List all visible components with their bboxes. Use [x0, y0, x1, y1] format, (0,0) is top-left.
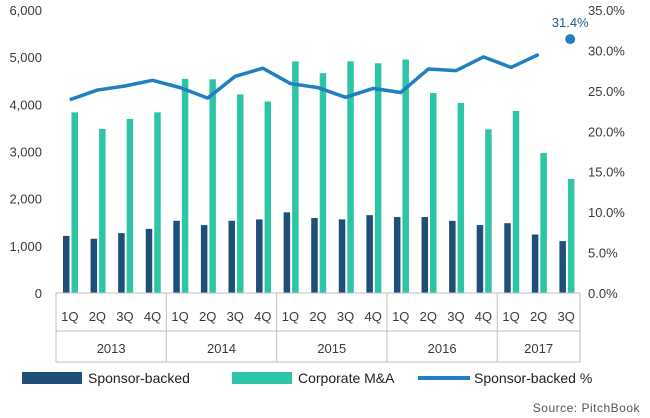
left-axis: 0 1,000 2,000 3,000 4,000 5,000 6,000 — [9, 3, 42, 301]
y-left-tick-label: 0 — [35, 286, 42, 301]
x-tick-label: 3Q — [116, 309, 133, 324]
x-tick-label: 4Q — [475, 309, 492, 324]
y-right-tick-label: 30.0% — [588, 43, 625, 58]
x-tick-label: 2Q — [199, 309, 216, 324]
legend-swatch-corporate-ma — [232, 372, 292, 384]
bar-sponsor-backed — [366, 215, 373, 293]
bar-sponsor-backed — [338, 219, 346, 293]
bar-corporate-ma — [126, 118, 134, 293]
y-right-tick-label: 15.0% — [588, 165, 625, 180]
bar-sponsor-backed — [228, 220, 235, 293]
x-tick-label: 1Q — [282, 309, 299, 324]
y-left-tick-label: 5,000 — [9, 50, 42, 65]
y-left-tick-label: 3,000 — [9, 145, 42, 160]
bar-corporate-ma — [236, 94, 244, 293]
bar-corporate-ma — [99, 128, 106, 293]
y-right-tick-label: 0.0% — [588, 286, 618, 301]
x-tick-label: 1Q — [502, 309, 519, 324]
x-tick-label: 1Q — [392, 309, 409, 324]
bar-corporate-ma — [430, 93, 437, 293]
bar-corporate-ma — [71, 112, 78, 293]
legend-label-sponsor-backed-pct: Sponsor-backed % — [474, 370, 592, 386]
bar-sponsor-backed — [476, 225, 484, 293]
bar-corporate-ma — [567, 178, 575, 293]
y-right-tick-label: 20.0% — [588, 124, 625, 139]
x-year-label: 2017 — [524, 341, 553, 356]
bar-sponsor-backed — [256, 219, 263, 293]
y-right-tick-label: 25.0% — [588, 84, 625, 99]
bar-corporate-ma — [457, 102, 465, 293]
bar-sponsor-backed — [531, 234, 539, 293]
bar-corporate-ma — [374, 63, 382, 293]
x-axis: 1Q 2Q 3Q 4Q 1Q 2Q 3Q 4Q 1Q 2Q 3Q 4Q 1Q 2Q 3Q 4Q 1Q 2Q 3Q 20… — [55, 292, 581, 363]
bar-sponsor-backed — [173, 220, 180, 293]
bar-sponsor-backed — [449, 220, 456, 293]
bar-sponsor-backed — [559, 241, 566, 293]
y-left-tick-label: 2,000 — [9, 192, 42, 207]
x-tick-label: 1Q — [61, 309, 78, 324]
y-left-tick-label: 4,000 — [9, 97, 42, 112]
bar-corporate-ma — [264, 101, 272, 294]
y-left-tick-label: 1,000 — [9, 239, 42, 254]
y-left-tick-label: 6,000 — [9, 3, 42, 18]
x-tick-label: 4Q — [254, 309, 271, 324]
x-tick-label: 2Q — [420, 309, 437, 324]
bar-corporate-ma — [540, 152, 547, 293]
x-tick-label: 3Q — [447, 309, 464, 324]
line-sponsor-backed-pct — [69, 52, 540, 102]
x-year-label: 2016 — [428, 341, 457, 356]
bar-sponsor-backed — [118, 233, 125, 293]
y-right-tick-label: 5.0% — [588, 246, 618, 261]
bar-corporate-ma — [402, 59, 409, 294]
marker-sponsor-backed-pct-last — [565, 34, 576, 45]
legend-label-sponsor-backed: Sponsor-backed — [88, 370, 190, 386]
bar-sponsor-backed — [421, 217, 429, 293]
x-tick-label: 1Q — [171, 309, 188, 324]
legend-swatch-sponsor-backed — [22, 372, 82, 384]
y-right-tick-label: 35.0% — [588, 3, 625, 18]
bar-sponsor-backed — [311, 218, 318, 293]
annotation-last-value: 31.4% — [552, 15, 589, 30]
x-tick-label: 3Q — [227, 309, 244, 324]
x-tick-label: 3Q — [558, 309, 575, 324]
bar-corporate-ma — [154, 112, 161, 293]
bars — [63, 59, 575, 294]
x-tick-label: 3Q — [337, 309, 354, 324]
bar-sponsor-backed — [393, 217, 401, 293]
x-tick-label: 4Q — [364, 309, 381, 324]
bar-corporate-ma — [485, 129, 492, 293]
bar-sponsor-backed — [90, 238, 98, 293]
x-tick-label: 2Q — [309, 309, 326, 324]
bar-sponsor-backed — [283, 212, 291, 293]
x-tick-label: 2Q — [89, 309, 106, 324]
right-axis: 0.0% 5.0% 10.0% 15.0% 20.0% 25.0% 30.0% 35.0% — [588, 3, 625, 301]
bar-sponsor-backed — [504, 223, 511, 293]
bar-sponsor-backed — [63, 235, 70, 293]
x-year-label: 2014 — [207, 341, 236, 356]
x-year-label: 2015 — [317, 341, 346, 356]
bar-corporate-ma — [319, 73, 327, 293]
bar-corporate-ma — [347, 61, 354, 293]
bar-corporate-ma — [181, 78, 189, 293]
legend: Sponsor-backed Corporate M&A Sponsor-bac… — [22, 370, 592, 386]
bar-sponsor-backed — [145, 228, 153, 293]
x-year-label: 2013 — [97, 341, 126, 356]
source-text: Source: PitchBook — [533, 401, 641, 415]
line-series: 31.4% — [69, 15, 589, 102]
legend-label-corporate-ma: Corporate M&A — [298, 370, 395, 386]
bar-corporate-ma — [292, 61, 299, 293]
bar-corporate-ma — [209, 79, 216, 294]
x-tick-label: 4Q — [144, 309, 161, 324]
y-right-tick-label: 10.0% — [588, 205, 625, 220]
bar-sponsor-backed — [200, 225, 208, 293]
bar-corporate-ma — [512, 110, 520, 293]
x-tick-label: 2Q — [530, 309, 547, 324]
